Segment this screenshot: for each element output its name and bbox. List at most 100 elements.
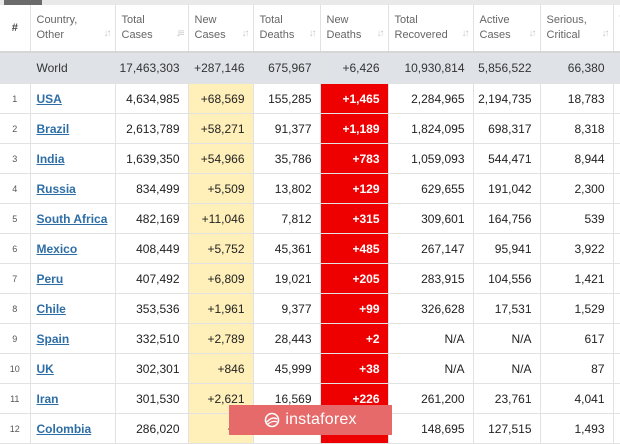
sort-arrows-icon[interactable]: ↓↑	[104, 26, 110, 41]
country-link[interactable]: Peru	[37, 272, 64, 286]
new-deaths-cell: +1,189	[320, 114, 388, 144]
tot-cases-1m-cell	[613, 204, 620, 234]
new-cases-cell: +1,961	[188, 294, 253, 324]
country-cell: Mexico	[30, 234, 115, 264]
country-link[interactable]: USA	[37, 92, 62, 106]
new-cases-cell: +58,271	[188, 114, 253, 144]
col-header-new-cases[interactable]: New Cases↓↑	[188, 5, 253, 52]
new-deaths-cell: +783	[320, 144, 388, 174]
total-cases-cell: 353,536	[115, 294, 188, 324]
total-cases-cell: 286,020	[115, 414, 188, 444]
country-link[interactable]: Chile	[37, 302, 66, 316]
rank-cell: 3	[0, 144, 30, 174]
instaforex-watermark: instaforex	[229, 405, 392, 435]
tot-cases-1m-cell	[613, 84, 620, 114]
col-header-country[interactable]: Country, Other ↓↑	[30, 5, 115, 52]
active-cases-cell: 698,317	[473, 114, 540, 144]
rank-cell: 12	[0, 414, 30, 444]
country-cell: India	[30, 144, 115, 174]
sort-arrows-icon[interactable]: ↓↑	[309, 26, 315, 41]
country-link[interactable]: Russia	[37, 182, 76, 196]
total-cases-cell: 301,530	[115, 384, 188, 414]
sort-arrows-icon[interactable]: ↓↑	[242, 26, 248, 41]
header-label: Country, Other	[37, 14, 78, 41]
serious-critical-cell: 617	[540, 324, 613, 354]
sort-arrows-icon[interactable]: ↓↑	[602, 26, 608, 41]
country-link[interactable]: South Africa	[37, 212, 108, 226]
watermark-text: instaforex	[285, 411, 356, 429]
serious-critical-cell: 2,300	[540, 174, 613, 204]
col-header-serious-critical[interactable]: Serious, Critical ↓↑	[540, 5, 613, 52]
new-cases-cell: +11,046	[188, 204, 253, 234]
sort-arrows-icon[interactable]: ↓↑	[529, 26, 535, 41]
total-deaths-cell: 155,285	[253, 84, 320, 114]
country-cell: Russia	[30, 174, 115, 204]
header-label: Total Cases	[122, 14, 153, 41]
col-header-total-cases[interactable]: Total Cases ↓≡	[115, 5, 188, 52]
tot-cases-1m-cell	[613, 384, 620, 414]
country-cell: South Africa	[30, 204, 115, 234]
sort-arrows-icon[interactable]: ↓≡	[176, 26, 183, 41]
col-header-total-recovered[interactable]: Total Recovered ↓↑	[388, 5, 473, 52]
rank-cell: 5	[0, 204, 30, 234]
country-link[interactable]: Iran	[37, 392, 59, 406]
new-cases-cell: +287,146	[188, 52, 253, 84]
new-deaths-cell: +129	[320, 174, 388, 204]
total-recovered-cell: 1,059,093	[388, 144, 473, 174]
col-header-total-deaths[interactable]: Total Deaths↓↑	[253, 5, 320, 52]
total-deaths-cell: 13,802	[253, 174, 320, 204]
total-cases-cell: 408,449	[115, 234, 188, 264]
country-link[interactable]: Colombia	[37, 422, 92, 436]
sort-arrows-icon[interactable]: ↓↑	[462, 26, 468, 41]
total-recovered-cell: 629,655	[388, 174, 473, 204]
total-recovered-cell: 309,601	[388, 204, 473, 234]
total-cases-cell: 1,639,350	[115, 144, 188, 174]
tot-cases-1m-cell	[613, 414, 620, 444]
header-label: Serious, Critical	[547, 14, 587, 41]
rank-cell: 7	[0, 264, 30, 294]
country-link[interactable]: India	[37, 152, 65, 166]
col-header-new-deaths[interactable]: New Deaths ↓↑	[320, 5, 388, 52]
rank-cell: 4	[0, 174, 30, 204]
covid-stats-table: # Country, Other ↓↑ Total Cases ↓≡ New Cases↓…	[0, 5, 620, 444]
header-label: Total Recovered	[395, 14, 448, 41]
active-cases-cell: 5,856,522	[473, 52, 540, 84]
country-link[interactable]: Spain	[37, 332, 70, 346]
col-header-rank[interactable]: #	[0, 5, 30, 52]
header-label: Active Cases	[480, 14, 511, 41]
serious-critical-cell: 66,380	[540, 52, 613, 84]
tot-cases-1m-cell	[613, 174, 620, 204]
new-deaths-cell: +6,426	[320, 52, 388, 84]
new-cases-cell: +5,752	[188, 234, 253, 264]
serious-critical-cell: 4,041	[540, 384, 613, 414]
rank-cell: 6	[0, 234, 30, 264]
col-header-tot-cases-1m[interactable]: T 1	[613, 5, 620, 52]
new-cases-cell: +68,569	[188, 84, 253, 114]
country-cell: Chile	[30, 294, 115, 324]
country-link[interactable]: UK	[37, 362, 54, 376]
header-label: New Deaths	[327, 14, 362, 41]
country-cell: Colombia	[30, 414, 115, 444]
rank-cell: 2	[0, 114, 30, 144]
instaforex-logo-icon	[264, 412, 280, 428]
serious-critical-cell: 8,944	[540, 144, 613, 174]
new-cases-cell: +54,966	[188, 144, 253, 174]
country-link[interactable]: Brazil	[37, 122, 70, 136]
total-recovered-cell: 283,915	[388, 264, 473, 294]
new-cases-cell: +6,809	[188, 264, 253, 294]
total-deaths-cell: 675,967	[253, 52, 320, 84]
col-header-active-cases[interactable]: Active Cases ↓↑	[473, 5, 540, 52]
serious-critical-cell: 3,922	[540, 234, 613, 264]
sort-arrows-icon[interactable]: ↓↑	[377, 26, 383, 41]
country-link[interactable]: Mexico	[37, 242, 78, 256]
country-cell: Iran	[30, 384, 115, 414]
country-cell: UK	[30, 354, 115, 384]
tot-cases-1m-cell	[613, 294, 620, 324]
total-cases-cell: 482,169	[115, 204, 188, 234]
